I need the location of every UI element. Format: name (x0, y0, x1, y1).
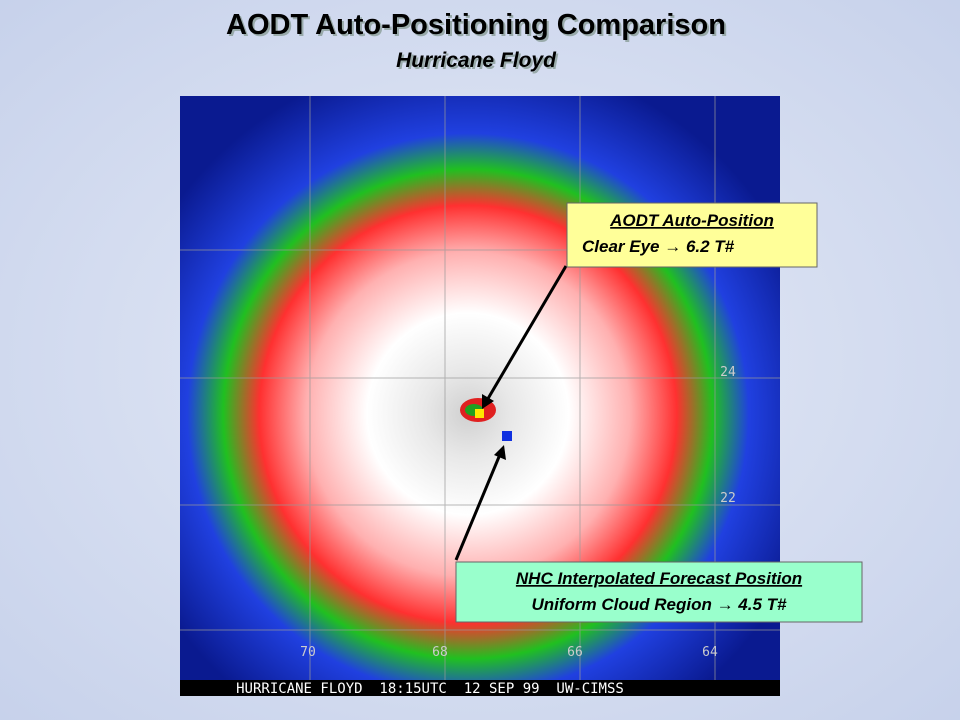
subtitle: Hurricane Floyd (396, 49, 557, 72)
arrows (454, 265, 568, 561)
caption-bar (180, 680, 780, 696)
lon-label: 64 (702, 645, 718, 660)
callout-title: AODT Auto-Position (609, 211, 774, 230)
callout-title: NHC Interpolated Forecast Position (516, 569, 802, 588)
title-shadow: AODT Auto-Positioning Comparison (228, 11, 728, 43)
lat-label: 22 (720, 491, 736, 506)
callout-box (566, 202, 818, 268)
callout-text: Clear Eye → 6.2 T# (582, 237, 735, 256)
aodt-marker (475, 409, 484, 418)
lon-label: 66 (567, 645, 583, 660)
lat-label: 24 (720, 365, 736, 380)
subtitle-shadow: Hurricane Floyd (398, 51, 559, 74)
lon-label: 70 (300, 645, 316, 660)
lon-label: 68 (432, 645, 448, 660)
nhc-marker (502, 431, 512, 441)
callout-text: Uniform Cloud Region → 4.5 T# (531, 595, 787, 614)
caption: HURRICANE FLOYD 18:15UTC 12 SEP 99 UW-CI… (236, 681, 624, 697)
title: AODT Auto-Positioning Comparison (226, 9, 726, 41)
callout-box (455, 561, 863, 623)
